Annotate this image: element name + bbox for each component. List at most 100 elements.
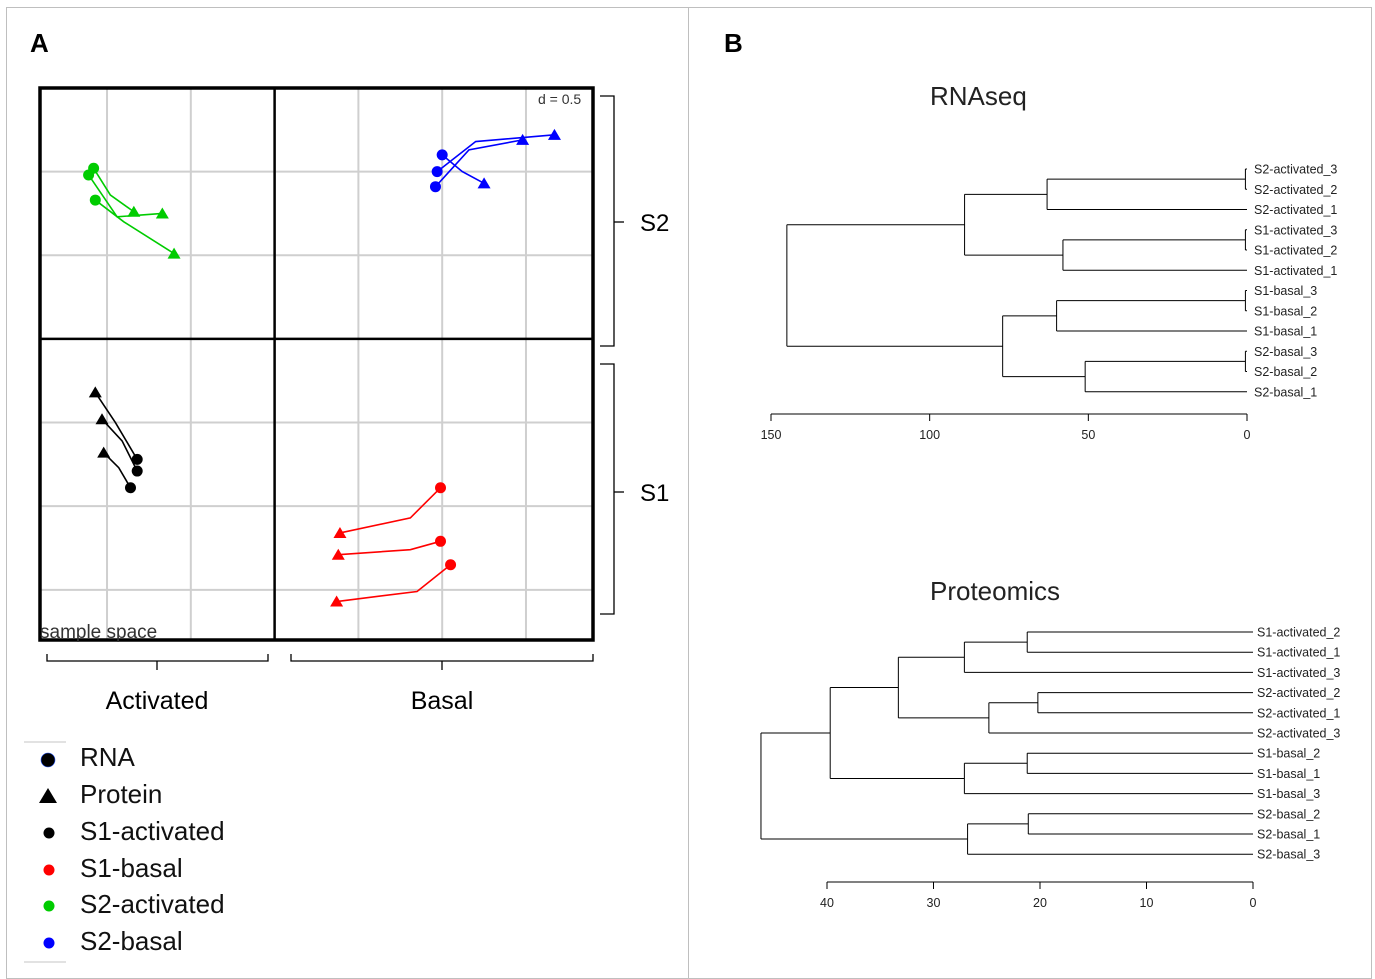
axis-tick-label: 20 — [1033, 896, 1047, 910]
legend-color-marker — [43, 937, 55, 949]
legend-entry: RNA — [40, 742, 136, 772]
series-s2-basal — [429, 128, 561, 193]
legend-color-marker — [43, 827, 55, 839]
panel-a-label: A — [30, 28, 49, 58]
axis-tick-label: 30 — [927, 896, 941, 910]
leaf-label: S2-basal_2 — [1254, 365, 1317, 379]
axis-tick-label: 0 — [1250, 896, 1257, 910]
leaf-label: S1-basal_2 — [1257, 747, 1320, 761]
rna-point — [431, 166, 443, 178]
legend-label: S1-basal — [80, 853, 183, 883]
protein-point — [155, 207, 169, 219]
rna-point — [124, 482, 136, 494]
protein-point — [331, 548, 345, 560]
rna-protein-link — [436, 134, 555, 173]
panel-b-label: B — [724, 28, 743, 58]
leaf-label: S1-activated_3 — [1254, 223, 1337, 237]
legend-rna-marker — [40, 752, 56, 768]
rna-point — [131, 453, 143, 465]
sample-space-label: sample space — [40, 622, 157, 643]
leaf-label: S2-activated_3 — [1257, 727, 1340, 741]
leaf-label: S1-basal_3 — [1254, 284, 1317, 298]
sample-space-plot: d = 0.5 sample space — [38, 86, 595, 643]
axis-tick-label: 40 — [820, 896, 834, 910]
rna-protein-link — [441, 154, 485, 185]
protein-point — [127, 205, 141, 217]
legend-protein-marker — [39, 788, 57, 803]
legend-entry: S2-activated — [43, 889, 225, 919]
rna-protein-link — [87, 174, 163, 218]
leaf-label: S2-activated_2 — [1254, 183, 1337, 197]
rna-protein-link — [434, 139, 523, 188]
leaf-label: S2-basal_1 — [1254, 385, 1317, 399]
rna-point — [429, 181, 441, 193]
leaf-label: S1-activated_2 — [1254, 244, 1337, 258]
series-s2-activated — [83, 162, 181, 259]
leaf-label: S2-activated_2 — [1257, 686, 1340, 700]
leaf-label: S2-basal_3 — [1254, 345, 1317, 359]
legend-entry: Protein — [39, 779, 162, 809]
scatter-series — [83, 128, 561, 607]
rna-point — [83, 169, 95, 181]
corner-label-bg — [532, 90, 590, 107]
label-s1: S1 — [640, 480, 669, 507]
grid-lines — [40, 87, 593, 640]
label-s2: S2 — [640, 210, 669, 237]
series-s1-activated — [88, 386, 143, 494]
rna-protein-link — [339, 487, 442, 534]
rna-point — [435, 535, 447, 547]
protein-point — [477, 177, 491, 189]
legend-entry: S1-basal — [43, 853, 183, 883]
leaf-label: S1-basal_2 — [1254, 304, 1317, 318]
corner-scale-label: d = 0.5 — [538, 91, 581, 107]
leaf-label: S1-basal_3 — [1257, 787, 1320, 801]
leaf-label: S2-basal_3 — [1257, 848, 1320, 862]
rna-protein-link — [94, 391, 138, 460]
legend-label: S2-activated — [80, 889, 225, 919]
leaf-label: S1-activated_3 — [1257, 666, 1340, 680]
brace-s2 — [600, 95, 615, 347]
rna-point — [436, 149, 448, 161]
rna-protein-link — [336, 564, 452, 603]
legend-color-marker — [43, 864, 55, 876]
axis-tick-label: 0 — [1244, 428, 1251, 442]
leaf-label: S2-activated_1 — [1254, 203, 1337, 217]
legend-label: RNA — [80, 742, 136, 772]
legend-label: Protein — [80, 779, 162, 809]
axis-tick-label: 50 — [1081, 428, 1095, 442]
series-s1-basal — [330, 482, 457, 607]
protein-point — [333, 526, 347, 538]
legend-entry: S2-basal — [43, 926, 183, 956]
protein-point — [516, 133, 530, 145]
rna-protein-link — [92, 167, 135, 213]
leaf-label: S2-basal_2 — [1257, 807, 1320, 821]
leaf-label: S1-activated_2 — [1257, 626, 1340, 640]
brace-basal — [290, 654, 594, 662]
rna-protein-link — [103, 452, 132, 489]
rnaseq-title: RNAseq — [930, 81, 1027, 111]
brace-s1 — [600, 363, 615, 615]
axis-tick-label: 150 — [761, 428, 782, 442]
rna-point — [131, 465, 143, 477]
leaf-label: S1-activated_1 — [1257, 646, 1340, 660]
protein-point — [547, 128, 561, 140]
plot-frame — [38, 86, 595, 642]
leaf-label: S2-activated_1 — [1257, 706, 1340, 720]
group-braces — [46, 95, 624, 670]
legend-label: S1-activated — [80, 816, 225, 846]
protein-point — [97, 446, 111, 458]
legend-entry: S1-activated — [43, 816, 225, 846]
rnaseq-dendrogram: S2-activated_3 S2-activated_2 S2-activated… — [761, 163, 1338, 443]
protein-point — [330, 595, 344, 607]
rna-point — [445, 559, 457, 571]
rna-point — [435, 482, 447, 494]
legend-color-marker — [43, 900, 55, 912]
rna-protein-link — [338, 540, 441, 556]
protein-point — [95, 413, 109, 425]
axis-tick-label: 10 — [1140, 896, 1154, 910]
leaf-label: S1-basal_1 — [1254, 325, 1317, 339]
proteomics-title: Proteomics — [930, 576, 1060, 606]
brace-activated — [46, 654, 269, 662]
leaf-label: S1-basal_1 — [1257, 767, 1320, 781]
rna-point — [89, 194, 101, 206]
